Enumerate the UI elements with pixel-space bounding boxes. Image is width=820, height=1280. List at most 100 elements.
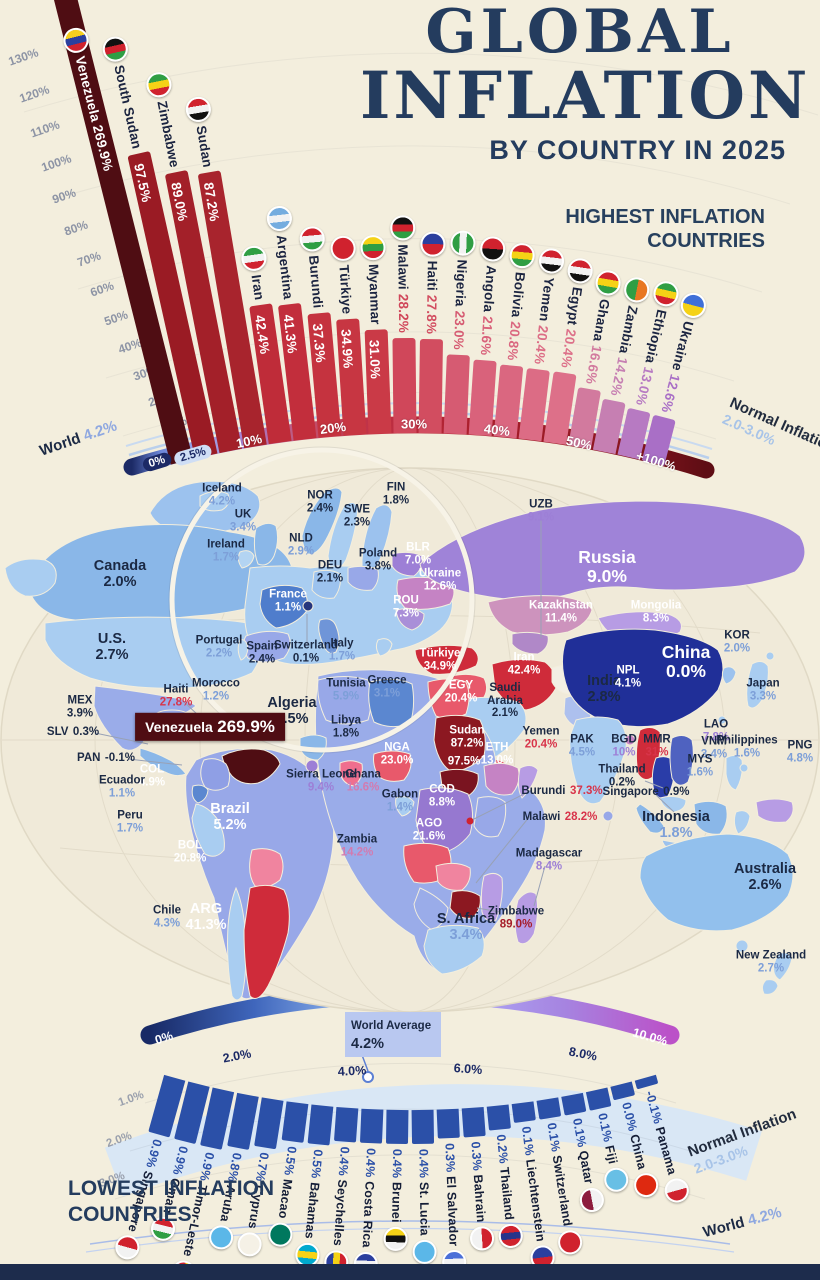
burundi-marker <box>466 817 474 825</box>
map-label-s-africa: S. Africa 3.4% <box>436 911 496 943</box>
europe-magnifier-rim <box>168 446 476 754</box>
country-india <box>569 716 627 805</box>
venezuela-callout-box: Venezuela 269.9% <box>135 712 285 742</box>
map-label-canada: Canada 2.0% <box>93 558 147 590</box>
map-label-png: PNG 4.8% <box>786 739 814 764</box>
map-label-cod: COD 8.8% <box>428 783 456 808</box>
map-label-ago: AGO 21.6% <box>412 817 446 842</box>
flag-icon-zimbabwe <box>143 70 174 100</box>
country-zambia <box>435 862 471 891</box>
flag-icon-ethiopia <box>650 278 681 309</box>
map-label-npl: NPL 4.1% <box>614 664 642 689</box>
map-label-ghana: Ghana 16.6% <box>345 768 381 793</box>
country-sri-lanka <box>602 810 614 822</box>
map-label-zambia: Zambia 14.2% <box>336 833 378 858</box>
map-label-ecuador: Ecuador 1.1% <box>98 774 146 799</box>
bottom-fan-bar-thailand <box>486 1104 511 1131</box>
map-label-india: India 2.8% <box>587 673 621 705</box>
country-malaysia <box>659 795 687 813</box>
country-nigeria <box>373 750 412 782</box>
map-label-china: China 0.0% <box>661 641 711 681</box>
flag-icon-bahrain <box>469 1225 495 1252</box>
map-label-rou: ROU 7.3% <box>392 594 420 619</box>
map-label-burundi: Burundi 37.3% <box>521 785 603 798</box>
country-namibia <box>413 887 449 931</box>
flag-icon-malawi <box>389 214 415 241</box>
central-america <box>139 747 187 777</box>
country-south-africa <box>423 924 485 975</box>
top-fan-text-myanmar: Myanmar <box>365 263 384 325</box>
country-gabon <box>395 796 415 817</box>
country-germany <box>311 569 341 599</box>
map-label-zimbabwe: Zimbabwe 89.0% <box>487 905 545 930</box>
country-somalia <box>517 764 539 799</box>
country-venezuela <box>221 748 281 785</box>
flag-icon-south-sudan <box>99 34 130 64</box>
top-arc-tick-30: 30% <box>400 416 428 432</box>
flag-icon-cyprus <box>235 1230 264 1259</box>
top-fan-text-nigeria: Nigeria 23.0% <box>450 258 470 350</box>
country-peru <box>191 803 225 857</box>
map-label-ireland: Ireland 1.7% <box>207 538 245 563</box>
map-label-mmr: MMR 31% <box>643 733 671 758</box>
flag-icon-brunei <box>383 1226 408 1251</box>
country-uzbekistan <box>511 631 549 655</box>
map-label-uzb: UZB 9.1% <box>527 498 555 523</box>
bottom-fan-bar-seychelles <box>333 1106 359 1143</box>
country-alaska <box>4 558 57 597</box>
flag-icon-iran <box>239 243 268 273</box>
page-title-2: INFLATION <box>360 58 811 134</box>
footer-bar <box>0 1264 820 1280</box>
flag-icon-venezuela <box>60 25 91 56</box>
bottom-fan-bar-switzerland <box>536 1097 562 1120</box>
flag-icon-ghana <box>593 267 623 297</box>
top-fan-text-haiti: Haiti 27.8% <box>423 260 440 335</box>
map-label-brazil: Brazil 5.2% <box>210 801 250 833</box>
map-label-nga: NGA 23.0% <box>380 741 414 766</box>
lowest-inflation-section-label: LOWEST INFLATION COUNTRIES <box>68 1177 275 1227</box>
flag-icon-angola <box>478 235 506 263</box>
map-label-vnm: VNM 3.4% <box>700 735 728 760</box>
map-label-slv: SLV 0.3% <box>46 726 100 739</box>
flag-icon-nigeria <box>449 229 476 256</box>
country-mozambique <box>480 872 503 922</box>
map-label-x: 97.5% <box>447 755 481 768</box>
map-label-egy: EGY 20.4% <box>444 679 478 704</box>
top-fan-text-burundi: Burundi <box>306 255 326 310</box>
country-portugal <box>237 639 249 661</box>
map-label-kazakhstan: Kazakhstan 11.4% <box>529 599 593 624</box>
map-label-iceland: Iceland 4.2% <box>202 482 242 507</box>
top-fan-label-t-rkiye: Türkiye <box>328 234 361 315</box>
bottom-fan-text-el-salvador: 0.3% El Salvador <box>442 1142 461 1247</box>
bottom-fan-bar-bahamas <box>307 1104 334 1146</box>
map-label-arg: ARG 41.3% <box>185 901 227 933</box>
country-new-zealand-north <box>773 952 793 981</box>
map-label-new-zealand: New Zealand 2.7% <box>735 949 807 974</box>
top-arc-tick-40: 40% <box>483 420 511 440</box>
top-fan-value-t-rkiye: 34.9% <box>338 328 356 369</box>
map-label-mex: MEX 3.9% <box>66 694 94 719</box>
country-greece <box>375 638 393 657</box>
country-italy <box>318 618 340 654</box>
country-argentina <box>243 884 290 999</box>
bottom-fan-label-el-salvador: 0.3% El Salvador <box>435 1143 469 1275</box>
country-zimbabwe <box>449 890 481 919</box>
map-landmasses <box>4 480 806 1001</box>
flag-icon-bolivia <box>508 241 536 269</box>
country-ghana <box>339 760 363 787</box>
country-png <box>755 798 794 823</box>
country-switzerland <box>302 600 314 612</box>
map-label-gabon: Gabon 1.4% <box>381 788 419 813</box>
flag-icon-switzerland <box>556 1228 584 1256</box>
map-label-libya: Libya 1.8% <box>330 714 362 739</box>
country-algeria <box>317 676 372 725</box>
world-avg-marker <box>362 1071 374 1083</box>
flag-icon-egypt <box>565 256 594 285</box>
world-avg-connector <box>361 1054 369 1072</box>
map-label-spain: Spain 2.4% <box>246 640 278 665</box>
map-label-sierra-leone: Sierra Leone 9.4% <box>286 768 356 793</box>
top-fan-text-bolivia: Bolivia 20.8% <box>504 270 528 361</box>
flag-icon-burundi <box>298 225 326 253</box>
island-borneo <box>693 800 728 835</box>
